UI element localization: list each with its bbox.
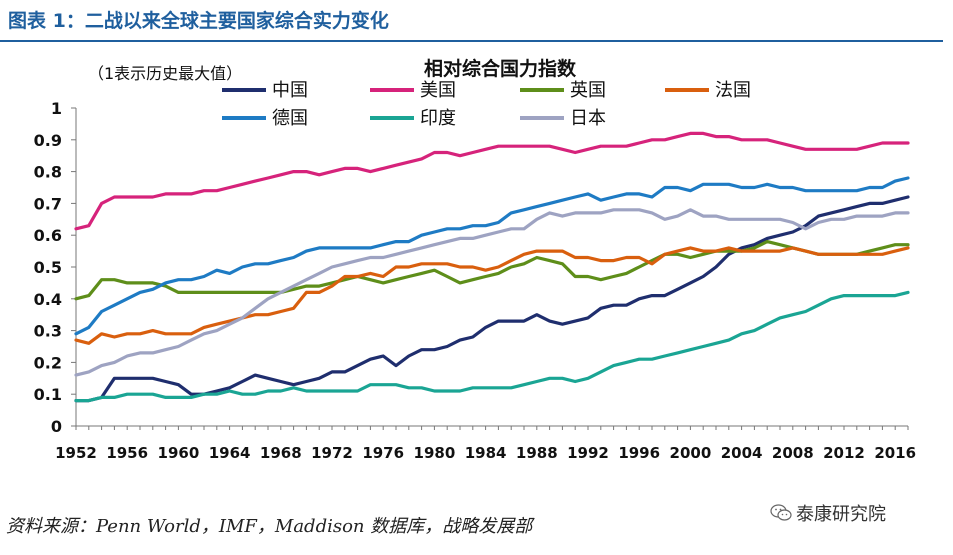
legend-label: 德国 [272, 108, 308, 129]
y-tick-label: 1 [51, 99, 62, 118]
y-tick-label: 0.6 [34, 226, 62, 245]
series-line [74, 240, 910, 301]
y-tick-label: 0.1 [34, 385, 62, 404]
series-line [74, 290, 910, 403]
legend-label: 美国 [420, 80, 456, 101]
x-tick-label: 1956 [106, 444, 148, 462]
brand-name: 泰康研究院 [796, 504, 886, 525]
x-tick-label: 1980 [414, 444, 456, 462]
title-divider [0, 40, 943, 42]
legend-label: 印度 [420, 108, 456, 129]
x-tick-label: 2012 [823, 444, 865, 462]
brand-mark: 泰康研究院 [770, 500, 886, 526]
x-tick-label: 2008 [772, 444, 814, 462]
y-tick-label: 0.3 [34, 322, 62, 341]
x-tick-label: 2016 [874, 444, 916, 462]
x-tick-label: 1968 [260, 444, 302, 462]
series-line [74, 195, 910, 403]
y-tick-label: 0.8 [34, 163, 62, 182]
y-tick-label: 0 [51, 417, 62, 436]
x-tick-label: 1976 [362, 444, 404, 462]
legend-label: 日本 [570, 108, 606, 129]
x-tick-label: 2004 [721, 444, 763, 462]
y-tick-label: 0.2 [34, 353, 62, 372]
legend-label: 英国 [570, 80, 606, 101]
x-tick-label: 1964 [209, 444, 251, 462]
figure-title: 图表 1：二战以来全球主要国家综合实力变化 [8, 10, 389, 32]
legend-label: 法国 [715, 80, 751, 101]
series-line [74, 246, 910, 345]
x-tick-label: 1992 [567, 444, 609, 462]
series-line [74, 131, 910, 231]
series-line [74, 176, 910, 336]
y-tick-label: 0.4 [34, 290, 62, 309]
x-tick-label: 1988 [516, 444, 558, 462]
x-tick-label: 2000 [670, 444, 712, 462]
x-tick-label: 1984 [465, 444, 507, 462]
line-chart: 相对综合国力指数 （1表示历史最大值） 00.10.20.30.40.50.60… [34, 57, 916, 462]
chart-title: 相对综合国力指数 [424, 57, 577, 80]
source-note: 资料来源：Penn World，IMF，Maddison 数据库，战略发展部 [6, 516, 533, 537]
x-tick-label: 1996 [618, 444, 660, 462]
series-line [74, 208, 910, 377]
axes: 0 0.1 0.2 0.3 0.4 0.5 0.6 0.7 0.8 0.9 1 1952 1956 196… [34, 99, 916, 462]
y-tick-label: 0.7 [34, 194, 62, 213]
x-tick-label: 1960 [158, 444, 200, 462]
x-tick-label: 1972 [311, 444, 353, 462]
wechat-icon [770, 504, 792, 521]
chart-subtitle: （1表示历史最大值） [88, 64, 242, 83]
x-tick-label: 1952 [55, 444, 97, 462]
y-tick-label: 0.5 [34, 258, 62, 277]
series-layer [74, 131, 910, 403]
legend-label: 中国 [272, 80, 308, 101]
y-tick-label: 0.9 [34, 131, 62, 150]
